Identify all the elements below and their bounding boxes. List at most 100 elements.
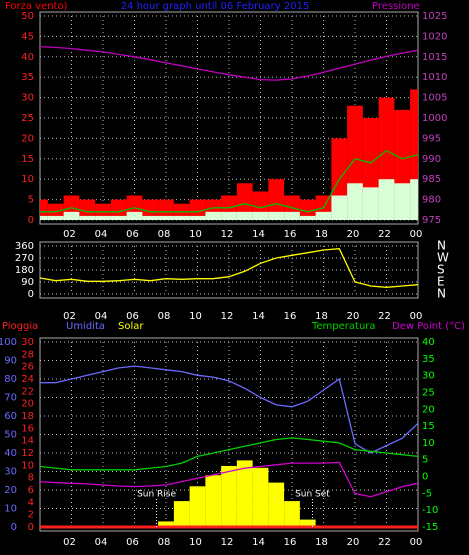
y-tick-label: 35 [21,72,34,83]
y2-tick-label: 985 [422,174,441,185]
x-tick-label: 16 [284,229,297,240]
x-tick-label: 02 [63,537,76,548]
x-tick-label: 12 [221,311,234,322]
y3-tick-label: 6 [28,485,34,496]
y2-tick-label: 0 [422,472,428,483]
bar [268,179,285,220]
y-tick-label: 25 [21,113,34,124]
x-tick-label: 04 [95,229,108,240]
y-tick-label: 0 [28,289,34,300]
bar [284,501,300,527]
y3-tick-label: 18 [21,411,34,422]
y2-tick-label: 25 [422,387,435,398]
y2-tick-label: N [437,287,446,301]
x-tick-label: 22 [378,229,391,240]
x-tick-label: 22 [378,311,391,322]
y-tick-label: 40 [21,52,34,63]
y2-tick-label: 40 [422,337,435,348]
bar [110,215,127,220]
y-tick-label: 30 [21,93,34,104]
x-tick-label: 16 [284,537,297,548]
x-tick-label: 00 [410,229,423,240]
y2-tick-label: S [437,263,445,277]
y3-tick-label: 16 [21,423,34,434]
bar [221,211,237,220]
y-tick-label: 40 [4,448,17,459]
bar [173,215,190,220]
bar [299,215,316,220]
bar [63,211,80,220]
bar [410,179,418,220]
x-tick-label: 20 [347,229,360,240]
bar [158,215,174,220]
y2-tick-label: 10 [422,438,435,449]
y2-tick-label: 1020 [422,31,447,42]
y3-tick-label: 26 [21,362,34,373]
x-tick-label: 14 [252,229,265,240]
bar [79,199,96,220]
y2-tick-label: 1000 [422,113,447,124]
y-tick-label: 100 [0,337,17,348]
y3-tick-label: 14 [21,436,34,447]
y3-tick-label: 10 [21,460,34,471]
y3-tick-label: 28 [21,349,34,360]
bar [189,199,206,220]
y-tick-label: 180 [15,265,34,276]
legend-label: Dew Point (°C) [392,321,465,332]
bar [205,211,222,220]
bar [236,183,253,220]
bar [347,183,363,220]
y2-tick-label: 1010 [422,72,447,83]
y2-tick-label: 1025 [422,11,447,22]
y2-tick-label: 995 [422,133,441,144]
y2-tick-label: -5 [422,488,432,499]
y2-tick-label: -15 [422,522,438,533]
bar [268,211,285,220]
x-tick-label: 10 [189,229,202,240]
bar [236,211,253,220]
legend-label: Pioggia [2,321,38,332]
x-tick-label: 16 [284,311,297,322]
x-tick-label: 08 [158,229,171,240]
x-tick-label: 08 [158,537,171,548]
x-tick-label: 22 [378,537,391,548]
y-tick-label: 270 [15,253,34,264]
chart-title: 24 hour graph until 06 February 2015 [121,1,310,12]
bar [205,475,222,527]
bar [40,199,48,220]
series-line [40,248,418,288]
y2-tick-label: 20 [422,404,435,415]
x-tick-label: 18 [315,229,328,240]
y3-tick-label: 4 [28,497,34,508]
legend-label: Temperatura [311,321,376,332]
x-tick-label: 00 [410,537,423,548]
bar [410,89,418,220]
y-tick-label: 90 [21,277,34,288]
y-tick-label: 80 [4,374,17,385]
y-tick-label: 0 [28,215,34,226]
y-tick-label: 50 [21,11,34,22]
x-tick-label: 12 [221,229,234,240]
y2-tick-label: W [437,251,449,265]
bar [126,211,143,220]
y-tick-label: 60 [4,411,17,422]
x-tick-label: 06 [126,229,139,240]
y2-tick-label: 980 [422,195,441,206]
y-tick-label: 0 [11,522,17,533]
y2-tick-label: 5 [422,455,428,466]
bar [378,179,395,220]
series-line [40,45,418,81]
y-tick-label: 50 [4,430,17,441]
y-tick-label: 5 [28,195,34,206]
y2-tick-label: 30 [422,371,435,382]
y3-tick-label: 20 [21,399,34,410]
plot [40,341,418,529]
x-tick-label: 18 [315,537,328,548]
y-tick-label: 10 [21,174,34,185]
y3-tick-label: 2 [28,510,34,521]
legend-label: Solar [118,321,144,332]
series-line [40,461,418,498]
bar [142,215,159,220]
bar [173,501,190,527]
legend-label: Forza vento) [5,1,68,12]
